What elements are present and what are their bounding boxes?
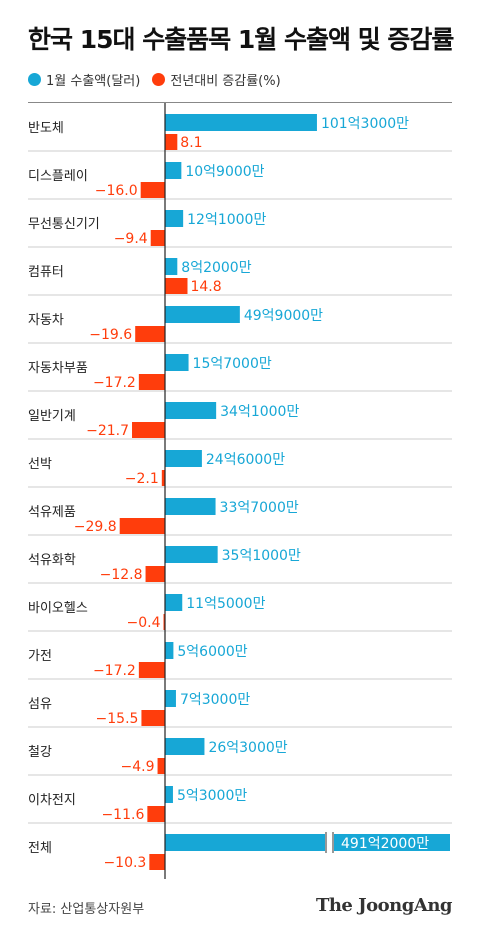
category-label: 섬유 xyxy=(28,697,52,712)
export-value-label: 10억9000만 xyxy=(185,164,264,180)
export-value-label: 11억5000만 xyxy=(186,596,265,612)
export-value-label: 491억2000만 xyxy=(341,836,429,852)
export-value-label: 15억7000만 xyxy=(193,356,272,372)
change-value-label: −12.8 xyxy=(100,567,143,583)
legend-item-export: 1월 수출액(달러) xyxy=(28,70,140,89)
change-value-label: −2.1 xyxy=(125,471,159,487)
export-value-label: 26억3000만 xyxy=(208,740,287,756)
source-note: 자료: 산업통상자원부 xyxy=(28,902,145,917)
export-bar xyxy=(165,450,202,467)
export-bar xyxy=(165,786,173,803)
export-value-label: 24억6000만 xyxy=(206,452,285,468)
export-value-label: 5억6000만 xyxy=(177,644,247,660)
category-label: 이차전지 xyxy=(28,793,76,808)
change-bar xyxy=(135,326,165,342)
change-value-label: −29.8 xyxy=(74,519,117,535)
change-value-label: −17.2 xyxy=(93,663,136,679)
change-value-label: −19.6 xyxy=(89,327,132,343)
change-bar xyxy=(161,470,165,486)
change-bar xyxy=(165,278,188,294)
category-label: 전체 xyxy=(28,841,52,856)
chart-title: 한국 15대 수출품목 1월 수출액 및 증감률 xyxy=(28,25,454,54)
category-label: 석유화학 xyxy=(28,553,76,568)
legend-item-change: 전년대비 증감률(%) xyxy=(152,70,281,89)
category-label: 일반기계 xyxy=(28,409,76,424)
export-bar xyxy=(165,402,217,419)
export-bar xyxy=(165,834,450,851)
export-value-label: 7억3000만 xyxy=(180,692,250,708)
change-bar xyxy=(147,806,165,822)
export-value-label: 33억7000만 xyxy=(220,500,299,516)
change-value-label: 14.8 xyxy=(190,279,221,295)
legend-swatch-change xyxy=(152,73,166,86)
change-bar xyxy=(163,614,165,630)
category-label: 반도체 xyxy=(28,121,64,136)
change-value-label: −21.7 xyxy=(86,423,129,439)
change-bar xyxy=(138,374,165,390)
axis-break-gap xyxy=(325,832,334,853)
export-bar xyxy=(165,354,189,371)
change-value-label: 8.1 xyxy=(180,135,202,151)
change-bar xyxy=(165,134,178,150)
legend-swatch-export xyxy=(28,73,41,86)
category-label: 자동차부품 xyxy=(28,361,88,376)
export-bar xyxy=(165,690,176,707)
change-bar xyxy=(145,566,165,582)
change-bar xyxy=(150,230,165,246)
legend: 1월 수출액(달러) 전년대비 증감률(%) xyxy=(28,70,293,89)
export-value-label: 12억1000만 xyxy=(187,212,266,228)
export-value-label: 8억2000만 xyxy=(181,260,251,276)
category-label: 컴퓨터 xyxy=(28,265,64,280)
legend-label-export: 1월 수출액(달러) xyxy=(46,74,141,89)
change-value-label: −0.4 xyxy=(127,615,161,631)
category-label: 선박 xyxy=(28,457,52,472)
export-value-label: 101억3000만 xyxy=(321,116,409,132)
publisher-logo: The JoongAng xyxy=(315,895,453,916)
export-bar xyxy=(165,738,205,755)
change-bar xyxy=(138,662,165,678)
change-value-label: −4.9 xyxy=(121,759,155,775)
category-label: 바이오헬스 xyxy=(28,601,88,616)
export-bar xyxy=(165,498,216,515)
export-bar xyxy=(165,642,174,659)
change-value-label: −11.6 xyxy=(101,807,144,823)
export-value-label: 35억1000만 xyxy=(222,548,301,564)
export-bar xyxy=(165,258,178,275)
change-value-label: −15.5 xyxy=(96,711,139,727)
change-bar xyxy=(132,422,165,438)
export-bar xyxy=(165,546,218,563)
export-bar xyxy=(165,306,240,323)
export-bar xyxy=(165,162,182,179)
category-label: 가전 xyxy=(28,649,52,664)
category-label: 철강 xyxy=(28,745,52,760)
category-label: 무선통신기기 xyxy=(28,217,100,232)
category-label: 디스플레이 xyxy=(28,169,88,184)
change-value-label: −9.4 xyxy=(114,231,148,247)
change-value-label: −16.0 xyxy=(95,183,138,199)
export-value-label: 49억9000만 xyxy=(244,308,323,324)
category-label: 석유제품 xyxy=(28,505,76,520)
export-bar xyxy=(165,210,184,227)
change-value-label: −10.3 xyxy=(103,855,146,871)
change-bar xyxy=(149,854,165,870)
export-bar xyxy=(165,594,183,611)
change-value-label: −17.2 xyxy=(93,375,136,391)
change-bar xyxy=(140,182,165,198)
export-value-label: 5억3000만 xyxy=(177,788,247,804)
legend-label-change: 전년대비 증감률(%) xyxy=(170,74,281,89)
change-bar xyxy=(119,518,165,534)
change-bar xyxy=(141,710,165,726)
top-rule xyxy=(28,102,452,103)
category-label: 자동차 xyxy=(28,313,64,328)
change-bar xyxy=(157,758,165,774)
export-bar xyxy=(165,114,317,131)
export-value-label: 34억1000만 xyxy=(220,404,299,420)
